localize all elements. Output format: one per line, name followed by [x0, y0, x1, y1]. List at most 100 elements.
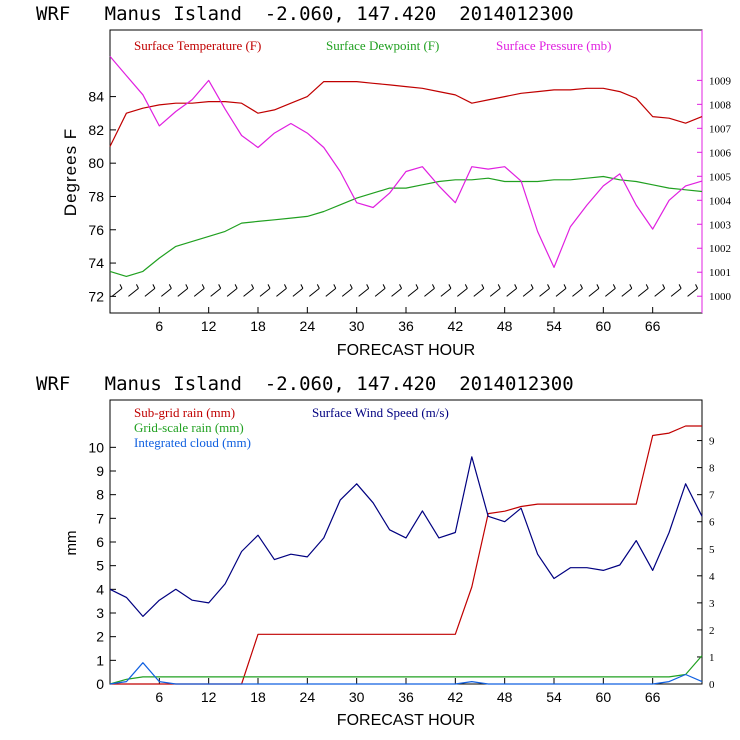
x-tick-label: 12: [201, 318, 217, 334]
panel-1-title: WRF Manus Island -2.060, 147.420 2014012…: [36, 3, 574, 25]
y-tick-label: 72: [88, 288, 104, 304]
panel-2-x-axis-label: FORECAST HOUR: [337, 712, 475, 729]
x-tick-label: 54: [546, 318, 562, 334]
y-tick-label: 9: [96, 463, 104, 479]
x-tick-label: 42: [448, 689, 464, 705]
legend-surface-pressure: Surface Pressure (mb): [496, 38, 612, 53]
x-tick-label: 48: [497, 689, 513, 705]
wind-barb: [259, 284, 271, 297]
wind-barb: [161, 284, 172, 297]
y-tick-label: 10: [88, 439, 104, 455]
panel-2-title: WRF Manus Island -2.060, 147.420 2014012…: [36, 373, 574, 395]
x-tick-label: 24: [300, 689, 316, 705]
y2-tick-label: 1008: [709, 99, 732, 111]
y-tick-label: 84: [88, 89, 104, 105]
wind-barb: [407, 284, 419, 297]
y2-tick-label: 1005: [709, 171, 732, 183]
wind-barb: [144, 284, 156, 297]
surface-wind-speed-line: [109, 456, 703, 618]
y2-tick-label: 1007: [709, 123, 732, 135]
wind-barb: [226, 284, 238, 297]
x-tick-label: 36: [398, 318, 414, 334]
y-tick-label: 1: [96, 652, 104, 668]
y2-tick-label: 1000: [709, 291, 732, 303]
wind-barb: [489, 284, 501, 297]
wind-barb: [292, 284, 304, 297]
surface-temperature-line: [109, 80, 703, 147]
y-tick-label: 8: [96, 487, 104, 503]
wind-barb: [128, 284, 139, 297]
x-tick-label: 42: [448, 318, 464, 334]
x-tick-label: 24: [300, 318, 316, 334]
y2-tick-label: 1003: [709, 219, 732, 231]
x-tick-label: 66: [645, 318, 661, 334]
x-tick-label: 60: [596, 318, 612, 334]
x-tick-label: 18: [250, 318, 266, 334]
y-tick-label: 5: [96, 558, 104, 574]
x-tick-label: 48: [497, 318, 513, 334]
wind-barb: [605, 284, 616, 297]
y2-tick-label: 1: [709, 652, 715, 664]
x-tick-label: 30: [349, 689, 365, 705]
wind-barb: [473, 284, 485, 297]
panel-2-y-axis-label: mm: [63, 531, 80, 556]
wind-barb: [374, 284, 386, 297]
legend-integrated-cloud: Integrated cloud (mm): [134, 435, 251, 450]
wind-barb: [522, 284, 534, 297]
panel-1-x-axis-label: FORECAST HOUR: [337, 342, 475, 359]
panel-1-series: [109, 56, 703, 277]
surface-dewpoint-line: [109, 175, 703, 277]
y-tick-label: 6: [96, 534, 104, 550]
wind-barb: [457, 284, 468, 297]
x-tick-label: 30: [349, 318, 365, 334]
wind-barb: [572, 284, 583, 297]
x-tick-label: 60: [596, 689, 612, 705]
x-tick-label: 66: [645, 689, 661, 705]
wind-barb: [177, 284, 189, 297]
wind-barb: [555, 284, 567, 297]
x-tick-label: 36: [398, 689, 414, 705]
y2-tick-label: 4: [709, 571, 715, 583]
wind-barb: [341, 284, 353, 297]
wind-barb: [309, 284, 320, 297]
y-tick-label: 78: [88, 188, 104, 204]
x-tick-label: 12: [201, 689, 217, 705]
integrated-cloud-line: [109, 662, 703, 685]
surface-pressure-line: [109, 56, 703, 268]
y2-tick-label: 0: [709, 679, 715, 691]
y2-tick-label: 1004: [709, 195, 732, 207]
y2-tick-label: 6: [709, 517, 715, 529]
grid-scale-rain-line: [109, 655, 703, 685]
wind-barb: [111, 284, 123, 297]
wind-barb: [210, 284, 222, 297]
wind-barb: [440, 284, 452, 297]
x-tick-label: 18: [250, 689, 266, 705]
y-tick-label: 82: [88, 122, 104, 138]
panel-2-y2-ticks: 0 1 2 3 4 5 6 7 8 9: [697, 436, 715, 691]
y2-tick-label: 1009: [709, 75, 732, 87]
precipitation-wind-panel: WRF Manus Island -2.060, 147.420 2014012…: [36, 373, 715, 729]
x-tick-label: 54: [546, 689, 562, 705]
wind-barb: [276, 284, 287, 297]
x-tick-label: 6: [155, 318, 163, 334]
legend-surface-temperature: Surface Temperature (F): [134, 38, 261, 53]
legend-surface-wind-speed: Surface Wind Speed (m/s): [312, 405, 449, 420]
y-tick-label: 2: [96, 629, 104, 645]
y2-tick-label: 7: [709, 490, 715, 502]
y2-tick-label: 3: [709, 598, 715, 610]
y2-tick-label: 5: [709, 544, 715, 556]
y-tick-label: 7: [96, 510, 104, 526]
wind-barb: [621, 284, 633, 297]
legend-grid-scale-rain: Grid-scale rain (mm): [134, 420, 244, 435]
y-tick-label: 74: [88, 255, 104, 271]
panel-1-y-axis-label: Degrees F: [61, 128, 80, 216]
y2-tick-label: 2: [709, 625, 715, 637]
panel-2-series: [109, 425, 703, 685]
legend-surface-dewpoint: Surface Dewpoint (F): [326, 38, 439, 53]
x-tick-label: 6: [155, 689, 163, 705]
y-tick-label: 76: [88, 222, 104, 238]
wind-barb: [193, 284, 205, 297]
panel-1-y2-ticks: 1000 1001 1002 1003 1004 1005 1006 1007 1008 1009: [697, 75, 732, 303]
wind-barb: [539, 284, 551, 297]
